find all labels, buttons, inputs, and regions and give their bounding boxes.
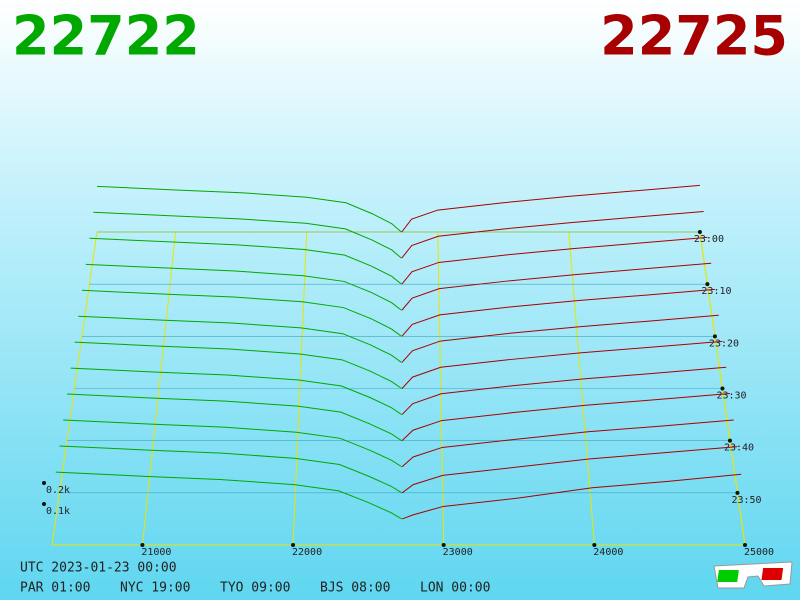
y-tick-label: 23:10 (701, 286, 731, 297)
x-tick-label: 25000 (744, 547, 774, 558)
plot: 21000 22000 23000 24000 25000 23:00 23:10 23:20… (42, 184, 774, 558)
3d-glasses-icon (713, 561, 793, 589)
x-tick-label: 21000 (141, 547, 171, 558)
z-tick (42, 481, 46, 485)
bid-depth-line (74, 341, 402, 389)
x-tick (743, 543, 747, 547)
bid-price: 22722 (12, 5, 200, 68)
ask-depth-line (401, 366, 727, 415)
bid-depth-line (85, 263, 402, 311)
bid-depth-line (63, 419, 402, 468)
time-zone: PAR 01:00 (20, 581, 90, 596)
ask-depth-line (401, 210, 704, 259)
bid-depth-line (59, 445, 402, 494)
ask-depth-line (402, 473, 742, 520)
x-tick (441, 543, 446, 547)
y-tick (727, 438, 732, 443)
ask-depth-line (401, 262, 712, 311)
y-tick (712, 334, 717, 339)
bid-depth-line (70, 367, 402, 415)
y-tick (735, 490, 740, 495)
y-tick-label: 23:00 (694, 234, 724, 245)
x-tick-label: 24000 (593, 547, 623, 558)
ask-depth-line (401, 392, 731, 442)
y-tick-label: 23:20 (709, 338, 739, 349)
z-tick-label: 0.2k (46, 485, 70, 496)
ask-depth-line (401, 446, 738, 494)
bid-depth-line (89, 237, 402, 285)
y-tick-label: 23:50 (731, 495, 761, 506)
bid-depth-line (55, 471, 403, 520)
time-zone: NYC 19:00 (120, 581, 190, 596)
z-tick (42, 502, 46, 506)
time-zone: LON 00:00 (420, 581, 490, 596)
ask-price: 22725 (600, 5, 788, 68)
ask-depth-line (401, 184, 700, 233)
ask-depth-line (401, 236, 708, 285)
time-zones: PAR 01:00 NYC 19:00 TYO 09:00 BJS 08:00 LON … (20, 581, 490, 596)
z-tick-label: 0.1k (46, 506, 70, 517)
bid-depth-line (66, 393, 402, 442)
y-tick (720, 386, 725, 391)
bid-depth-line (81, 289, 402, 337)
time-zone: TYO 09:00 (220, 581, 290, 596)
utc-time: UTC 2023-01-23 00:00 (20, 561, 177, 576)
ask-depth-line (401, 419, 734, 468)
x-tick (291, 543, 296, 547)
ask-depth-line (401, 314, 719, 363)
bid-depth-line (78, 315, 402, 363)
x-tick-label: 23000 (443, 547, 473, 558)
bid-depth-line (96, 185, 402, 233)
x-tick (140, 543, 145, 547)
ask-depth-line (401, 288, 715, 337)
bid-depth-line (93, 211, 402, 259)
ask-depth-line (401, 340, 723, 389)
x-tick-label: 22000 (292, 547, 322, 558)
y-tick (705, 282, 710, 287)
x-tick (592, 543, 597, 547)
y-tick (697, 230, 702, 234)
time-zone: BJS 08:00 (320, 581, 390, 596)
y-tick-label: 23:40 (724, 443, 754, 454)
y-tick-label: 23:30 (716, 391, 746, 402)
